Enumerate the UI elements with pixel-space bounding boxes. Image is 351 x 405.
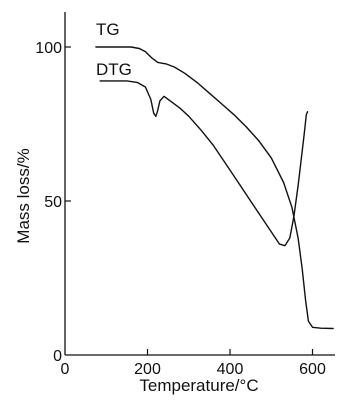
curves bbox=[95, 46, 334, 330]
y-tick-label: 0 bbox=[53, 348, 62, 365]
tg-curve-label: TG bbox=[96, 20, 120, 39]
x-axis-label: Temperature/°C bbox=[139, 376, 258, 395]
tg-curve bbox=[95, 46, 334, 330]
x-tick-label: 600 bbox=[299, 361, 326, 378]
x-tick-label: 400 bbox=[217, 361, 244, 378]
y-tick-label: 100 bbox=[35, 40, 62, 57]
x-tick-label: 0 bbox=[61, 361, 70, 378]
x-tick-label: 200 bbox=[134, 361, 161, 378]
labels: TG DTG Temperature/°C Mass loss/% bbox=[14, 20, 259, 395]
axes bbox=[64, 12, 335, 356]
dtg-curve bbox=[99, 80, 309, 247]
y-tick-label: 50 bbox=[44, 194, 62, 211]
dtg-curve-label: DTG bbox=[96, 60, 132, 79]
ticks: 0 200 400 600 0 50 100 bbox=[35, 40, 326, 378]
y-axis-label: Mass loss/% bbox=[14, 148, 33, 243]
